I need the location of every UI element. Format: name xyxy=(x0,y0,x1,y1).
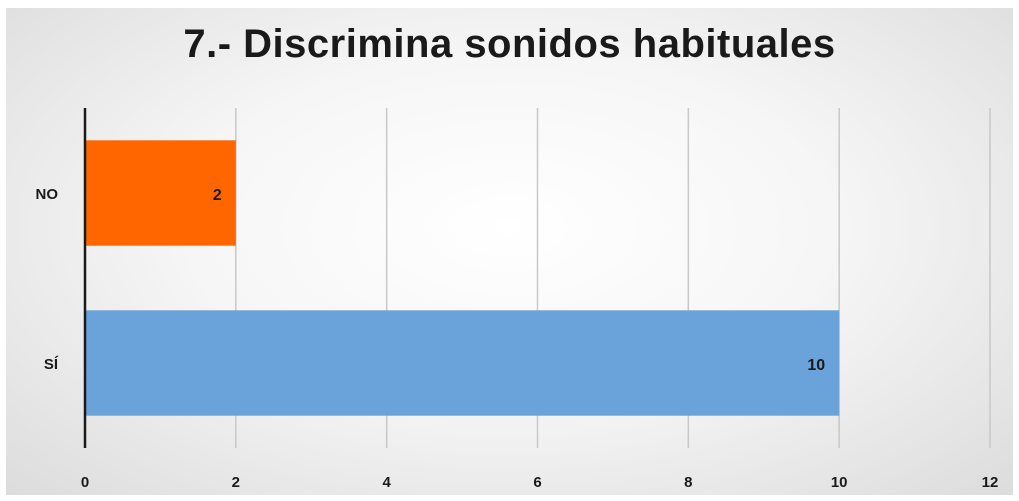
data-label: 2 xyxy=(213,187,222,204)
data-label: 10 xyxy=(807,357,825,374)
x-tick-label: 12 xyxy=(982,474,999,491)
x-tick-label: 2 xyxy=(232,474,240,491)
x-tick-label: 4 xyxy=(382,474,391,491)
bars xyxy=(85,140,840,416)
x-tick-label: 10 xyxy=(831,474,848,491)
x-tick-label: 8 xyxy=(684,474,692,491)
x-tick-label: 0 xyxy=(81,474,89,491)
category-label: NO xyxy=(36,186,59,203)
bar-si xyxy=(85,310,840,416)
x-tick-label: 6 xyxy=(533,474,541,491)
category-label: SÍ xyxy=(44,356,59,373)
bar-no xyxy=(85,140,236,246)
chart-title: 7.- Discrimina sonidos habituales xyxy=(183,22,836,66)
labels: 0 2 4 6 8 10 12 NO 2 SÍ 10 xyxy=(36,186,999,491)
